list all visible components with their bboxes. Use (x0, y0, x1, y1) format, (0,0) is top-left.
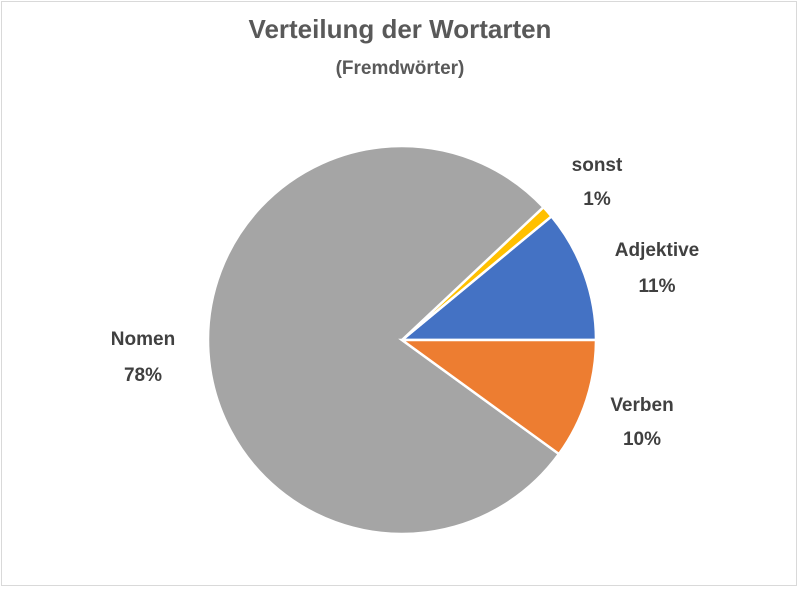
slice-percent-sonst: 1% (583, 189, 611, 210)
slice-label-adjektive: Adjektive (615, 240, 699, 261)
chart-title: Verteilung der Wortarten (248, 14, 552, 44)
slice-percent-nomen: 78% (124, 365, 162, 386)
slice-label-sonst: sonst (572, 155, 623, 176)
pie-slice-adjektive (398, 214, 598, 342)
slice-label-nomen: Nomen (111, 329, 175, 350)
slice-label-verben: Verben (610, 395, 673, 416)
slice-percent-verben: 10% (623, 429, 661, 450)
pie-slice-nomen (206, 144, 561, 536)
slice-percent-adjektive: 11% (639, 276, 676, 297)
pie-slice-verben (398, 338, 598, 456)
chart-subtitle: (Fremdwörter) (335, 58, 465, 79)
